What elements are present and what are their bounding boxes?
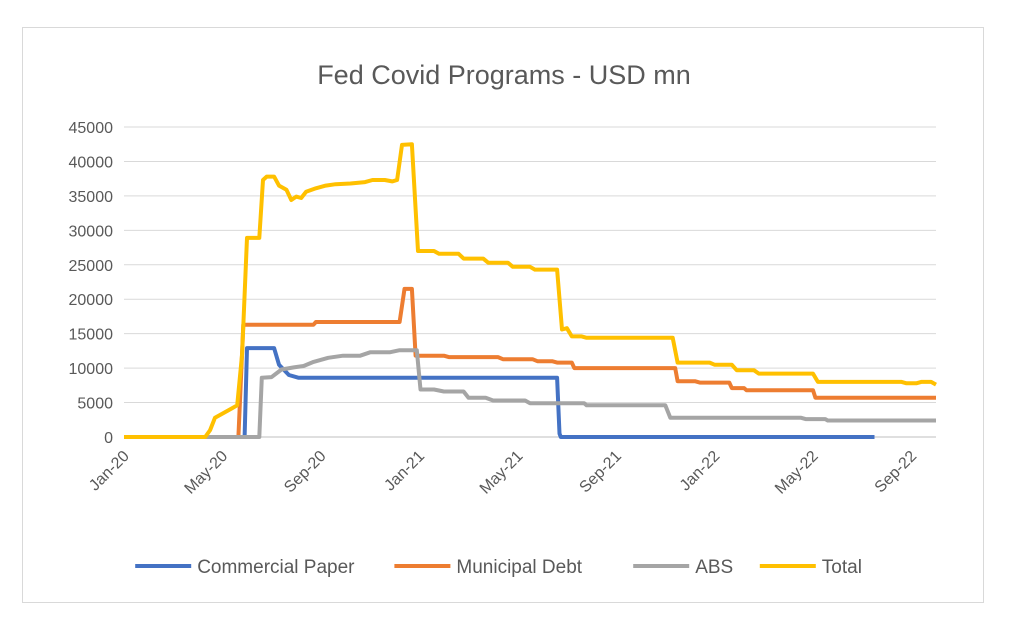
x-tick-label: Sep-21 [576,448,625,497]
y-tick-label: 30000 [69,223,114,240]
legend-label-commercial-paper: Commercial Paper [197,557,355,578]
legend-label-abs: ABS [695,557,733,578]
x-tick-label: Jan-21 [381,448,428,495]
series-line-municipal-debt [124,286,936,439]
y-tick-label: 40000 [69,154,114,171]
x-tick-label: Sep-20 [281,448,330,497]
x-tick-label: May-20 [182,448,232,498]
chart-frame: Fed Covid Programs - USD mn 0 5000 10000 15… [22,27,984,603]
y-tick-label: 25000 [69,258,114,275]
legend-label-total: Total [822,557,862,578]
x-tick-label: May-22 [772,448,822,498]
x-tick-label: Jan-20 [86,448,133,495]
series-line-commercial-paper [124,346,875,439]
y-tick-label: 10000 [69,361,114,378]
y-tick-label: 0 [104,430,113,447]
y-tick-label: 20000 [69,292,114,309]
chart-canvas: Fed Covid Programs - USD mn 0 5000 10000 15… [69,60,937,578]
y-tick-label: 15000 [69,327,114,344]
legend: Commercial Paper Municipal Debt ABS Total [135,557,862,578]
y-tick-label: 35000 [69,189,114,206]
y-axis: 0 5000 10000 15000 20000 25000 30000 35000 40000… [69,120,114,447]
x-tick-label: Sep-22 [872,448,921,497]
legend-label-municipal-debt: Municipal Debt [456,557,582,578]
chart-title: Fed Covid Programs - USD mn [317,60,691,90]
series-line-abs [124,348,936,439]
x-axis: Jan-20 May-20 Sep-20 Jan-21 May-21 Sep-21 Jan-… [86,448,920,498]
y-tick-label: 45000 [69,120,114,137]
x-tick-label: May-21 [477,448,527,498]
x-tick-label: Jan-22 [677,448,724,495]
y-tick-label: 5000 [77,396,113,413]
series-line-total [124,142,937,439]
series-lines [124,142,937,439]
